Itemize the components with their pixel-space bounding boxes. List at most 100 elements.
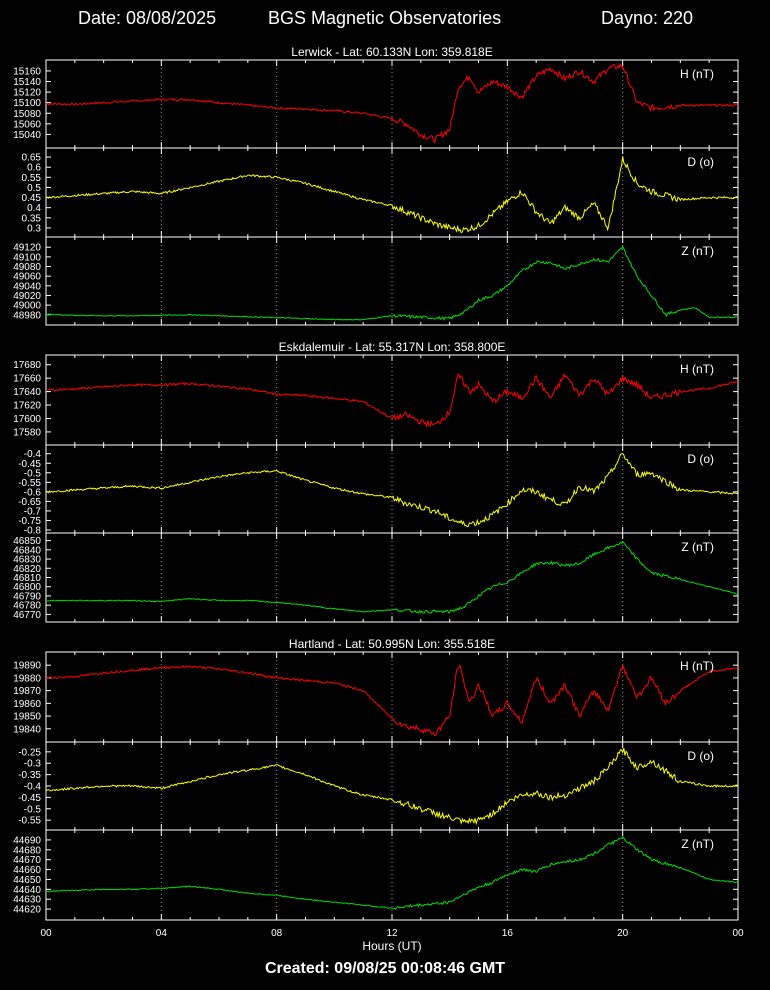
panel-2-D: -0.25-0.3-0.35-0.4-0.45-0.5-0.55 D (o) bbox=[18, 741, 739, 831]
y-tick-label: 17600 bbox=[13, 414, 41, 425]
y-tick-label: 49100 bbox=[13, 252, 41, 263]
y-tick-label: 15120 bbox=[13, 88, 41, 99]
y-tick-label: 46850 bbox=[13, 536, 41, 547]
y-tick-label: 46790 bbox=[13, 591, 41, 602]
y-tick-label: -0.5 bbox=[24, 468, 42, 479]
panel-1-Z: 4685046840468304682046810468004679046780… bbox=[13, 532, 739, 623]
station-title-2: Hartland - Lat: 50.995N Lon: 355.518E bbox=[289, 637, 495, 651]
y-tick-label: -0.55 bbox=[18, 816, 41, 827]
y-tick-label: -0.75 bbox=[18, 516, 41, 527]
component-label: D (o) bbox=[687, 155, 714, 169]
y-tick-label: -0.4 bbox=[24, 449, 42, 460]
y-tick-label: 49080 bbox=[13, 262, 41, 273]
y-tick-label: 44680 bbox=[13, 845, 41, 856]
series-line-H bbox=[45, 62, 739, 144]
y-tick-label: 0.3 bbox=[27, 223, 41, 234]
x-axis-label: Hours (UT) bbox=[362, 939, 421, 953]
component-label: H (nT) bbox=[680, 362, 714, 376]
y-tick-label: 19880 bbox=[13, 673, 41, 684]
series-line-Z bbox=[45, 541, 739, 614]
station-title-1: Eskdalemuir - Lat: 55.317N Lon: 358.800E bbox=[279, 340, 506, 354]
y-tick-label: -0.55 bbox=[18, 478, 41, 489]
y-tick-label: -0.25 bbox=[18, 747, 41, 758]
series-line-H bbox=[45, 372, 739, 429]
y-tick-label: 15140 bbox=[13, 77, 41, 88]
created-timestamp: Created: 09/08/25 00:08:46 GMT bbox=[264, 960, 506, 977]
component-label: D (o) bbox=[687, 452, 714, 466]
y-tick-label: 46840 bbox=[13, 545, 41, 556]
y-tick-label: 19860 bbox=[13, 699, 41, 710]
x-tick-label: 08 bbox=[271, 928, 283, 939]
y-tick-label: 44630 bbox=[13, 895, 41, 906]
y-tick-label: 0.65 bbox=[22, 153, 42, 164]
y-tick-label: 46780 bbox=[13, 601, 41, 612]
y-tick-label: 15160 bbox=[13, 66, 41, 77]
y-tick-label: 0.45 bbox=[22, 193, 42, 204]
series-line-H bbox=[45, 664, 739, 737]
y-tick-label: 44690 bbox=[13, 835, 41, 846]
y-tick-label: -0.6 bbox=[24, 487, 42, 498]
y-tick-label: 44620 bbox=[13, 905, 41, 916]
y-tick-label: 44640 bbox=[13, 885, 41, 896]
panel-2-Z: 4469044680446704466044650446404463044620… bbox=[13, 829, 739, 921]
y-tick-label: 48980 bbox=[13, 310, 41, 321]
series-line-Z bbox=[45, 245, 738, 322]
x-tick-label: 20 bbox=[617, 928, 629, 939]
y-tick-label: 49120 bbox=[13, 243, 41, 254]
y-tick-label: 15060 bbox=[13, 119, 41, 130]
component-label: D (o) bbox=[687, 749, 714, 763]
component-label: Z (nT) bbox=[681, 244, 714, 258]
y-tick-label: -0.4 bbox=[24, 782, 42, 793]
x-tick-label: 16 bbox=[502, 928, 514, 939]
y-tick-label: 46820 bbox=[13, 564, 41, 575]
y-tick-label: 17640 bbox=[13, 387, 41, 398]
y-tick-label: -0.45 bbox=[18, 459, 41, 470]
page-title: BGS Magnetic Observatories bbox=[268, 8, 502, 28]
series-line-Z bbox=[45, 836, 739, 910]
y-tick-label: 0.35 bbox=[22, 213, 42, 224]
series-line-D bbox=[45, 156, 739, 234]
x-tick-label: 00 bbox=[40, 928, 52, 939]
panel-1-H: 17680 17660 17640 17620 17600 17580 H (nT) bbox=[13, 354, 739, 446]
y-tick-label: 19850 bbox=[13, 712, 41, 723]
y-tick-label: -0.3 bbox=[24, 759, 42, 770]
y-tick-label: -0.65 bbox=[18, 497, 41, 508]
y-tick-label: 19890 bbox=[13, 661, 41, 672]
y-tick-label: 0.55 bbox=[22, 173, 42, 184]
y-tick-label: 49000 bbox=[13, 301, 41, 312]
y-tick-label: -0.7 bbox=[24, 506, 42, 517]
date-label: Date: 08/08/2025 bbox=[78, 8, 217, 28]
y-tick-label: 17660 bbox=[13, 374, 41, 385]
series-line-D bbox=[45, 452, 739, 528]
component-label: Z (nT) bbox=[681, 837, 714, 851]
station-title-0: Lerwick - Lat: 60.133N Lon: 359.818E bbox=[291, 45, 492, 59]
y-tick-label: 46810 bbox=[13, 573, 41, 584]
component-label: Z (nT) bbox=[681, 540, 714, 554]
y-tick-label: 15080 bbox=[13, 109, 41, 120]
x-tick-label: 00 bbox=[732, 928, 744, 939]
y-tick-label: 44660 bbox=[13, 865, 41, 876]
y-tick-label: 15040 bbox=[13, 130, 41, 141]
y-tick-label: 49040 bbox=[13, 281, 41, 292]
y-tick-label: 17620 bbox=[13, 401, 41, 412]
y-tick-label: 46830 bbox=[13, 555, 41, 566]
y-tick-label: 0.5 bbox=[27, 183, 41, 194]
dayno-label: Dayno: 220 bbox=[601, 8, 694, 28]
y-tick-label: -0.8 bbox=[24, 526, 42, 537]
y-tick-label: 46800 bbox=[13, 582, 41, 593]
series-line-D bbox=[45, 747, 739, 826]
x-tick-label: 04 bbox=[156, 928, 168, 939]
panel-0-D: 0.650.60.550.50.450.40.350.3 D (o) bbox=[22, 147, 739, 238]
y-tick-label: 19840 bbox=[13, 724, 41, 735]
y-tick-label: -0.35 bbox=[18, 770, 41, 781]
component-label: H (nT) bbox=[680, 659, 714, 673]
y-tick-label: 0.4 bbox=[27, 203, 41, 214]
y-tick-label: 15100 bbox=[13, 98, 41, 109]
y-tick-label: 0.6 bbox=[27, 163, 41, 174]
y-tick-label: 17580 bbox=[13, 427, 41, 438]
component-label: H (nT) bbox=[680, 67, 714, 81]
panel-0-Z: 4912049100490804906049040490204900048980… bbox=[13, 236, 739, 326]
y-tick-label: -0.5 bbox=[24, 804, 42, 815]
